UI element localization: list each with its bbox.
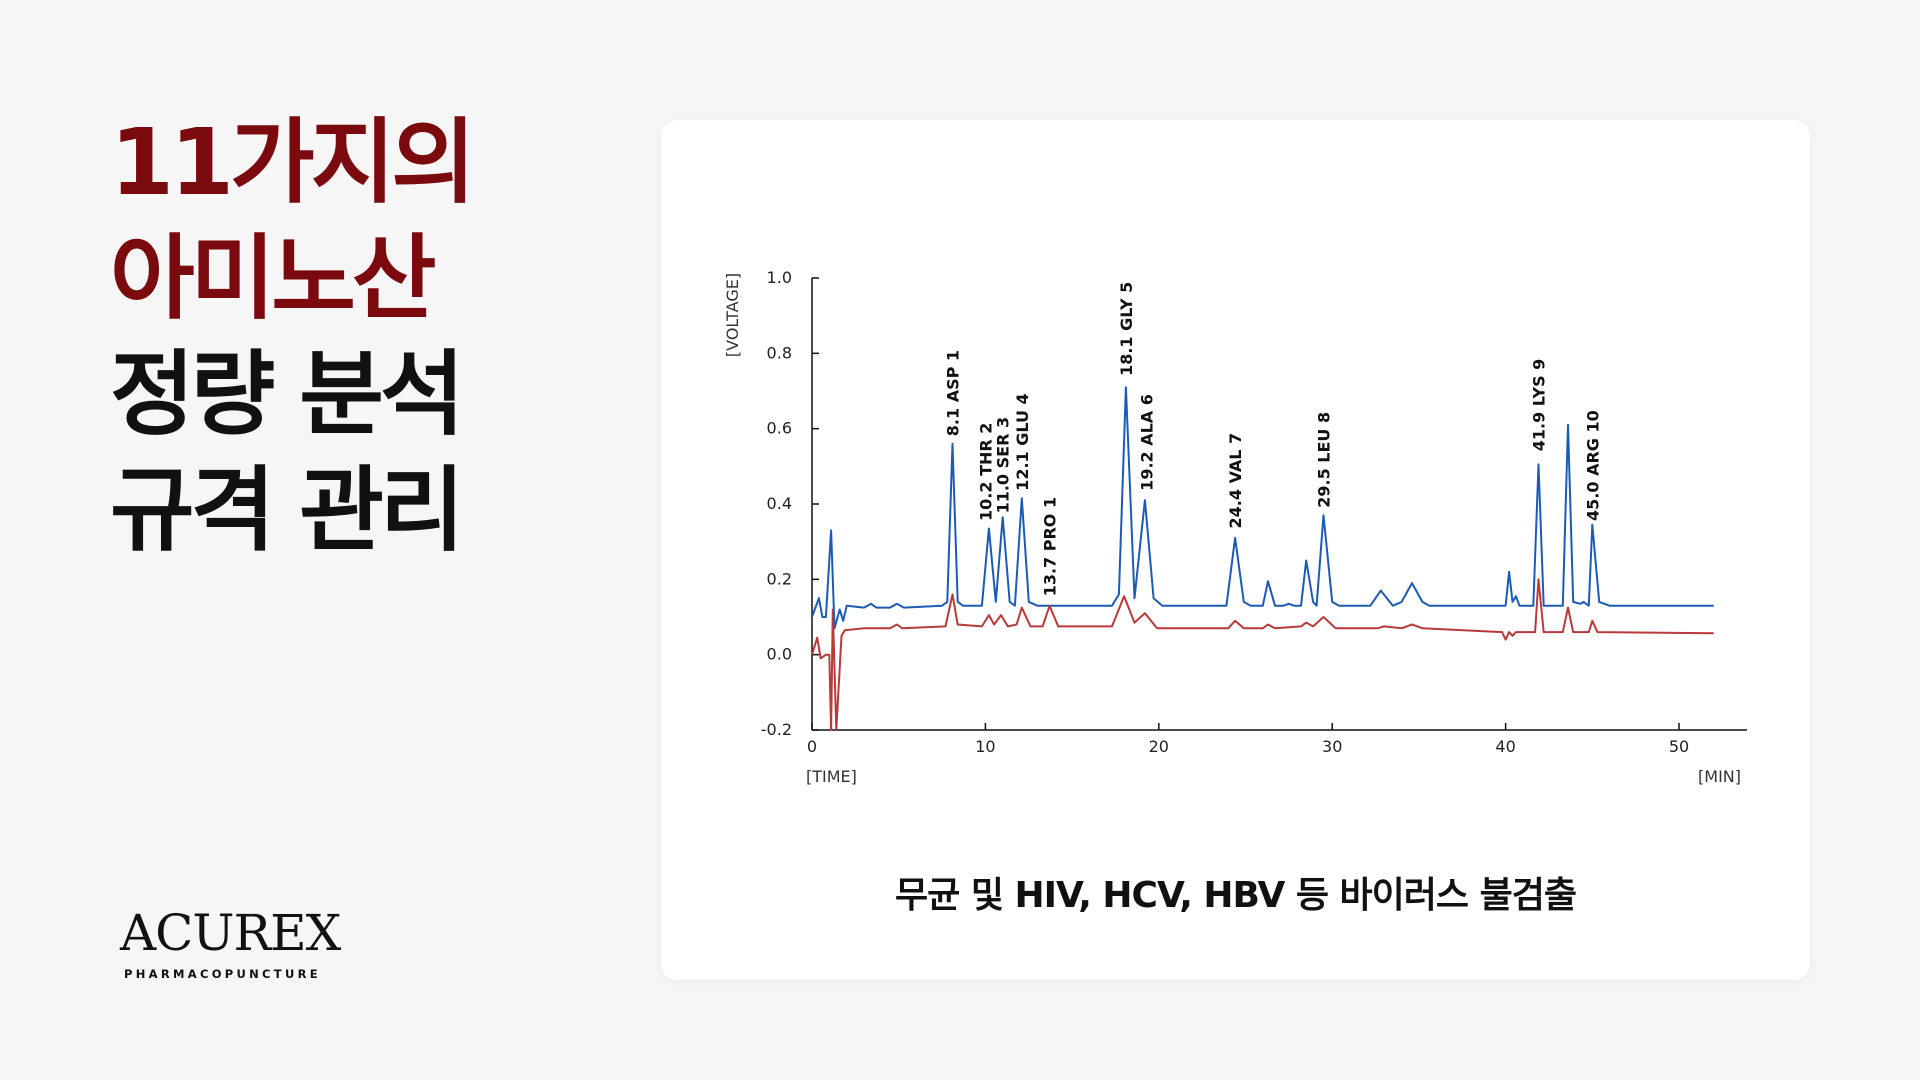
x-tick-label: 30 — [1322, 737, 1342, 756]
logo-subtitle: PHARMACOPUNCTURE — [124, 967, 321, 981]
peak-label: 18.1 GLY 5 — [1117, 282, 1136, 376]
peak-label: 19.2 ALA 6 — [1138, 394, 1157, 491]
peak-label: 29.5 LEU 8 — [1315, 412, 1334, 508]
x-tick-label: 50 — [1669, 737, 1689, 756]
peak-label: 11.0 SER 3 — [994, 417, 1013, 514]
brand-logo: ACUREX PHARMACOPUNCTURE — [120, 904, 341, 981]
y-tick-label: 0.4 — [767, 494, 792, 513]
x-tick-label: 10 — [975, 737, 995, 756]
peak-label: 24.4 VAL 7 — [1226, 433, 1245, 529]
x-tick-label: 0 — [807, 737, 817, 756]
logo-name: ACUREX — [120, 904, 341, 962]
y-tick-label: 0.2 — [767, 569, 792, 588]
y-tick-label: 0.6 — [767, 419, 792, 438]
y-tick-label: 0.0 — [767, 645, 792, 664]
x-tick-label: 40 — [1495, 737, 1515, 756]
headline-line-3: 정량 분석 — [110, 341, 465, 448]
peak-label: 41.9 LYS 9 — [1530, 359, 1549, 452]
headline-line-2: 아미노산 — [110, 225, 437, 332]
headline-line-4: 규격 관리 — [110, 457, 465, 564]
peak-label: 10.2 THR 2 — [976, 423, 995, 521]
y-tick-label: -0.2 — [761, 720, 792, 739]
peak-label: 12.1 GLU 4 — [1013, 393, 1032, 491]
series-line-blue — [811, 386, 1714, 630]
y-axis-label: [VOLTAGE] — [723, 273, 742, 357]
y-tick-label: 0.8 — [767, 343, 792, 362]
chart-card — [661, 120, 1810, 980]
x-axis-label: [TIME] — [806, 767, 857, 786]
peak-label: 13.7 PRO 1 — [1041, 497, 1060, 596]
peak-label: 8.1 ASP 1 — [943, 350, 962, 436]
headline-line-1: 11가지의 — [110, 109, 476, 216]
x-axis-unit: [MIN] — [1698, 767, 1741, 786]
x-tick-label: 20 — [1149, 737, 1169, 756]
chart-caption: 무균 및 HIV, HCV, HBV 등 바이러스 불검출 — [895, 875, 1577, 916]
peak-label: 45.0 ARG 10 — [1583, 410, 1602, 521]
y-tick-label: 1.0 — [767, 268, 792, 287]
headline: 11가지의 아미노산 정량 분석 규격 관리 — [110, 105, 476, 569]
series-line-red — [811, 578, 1714, 731]
